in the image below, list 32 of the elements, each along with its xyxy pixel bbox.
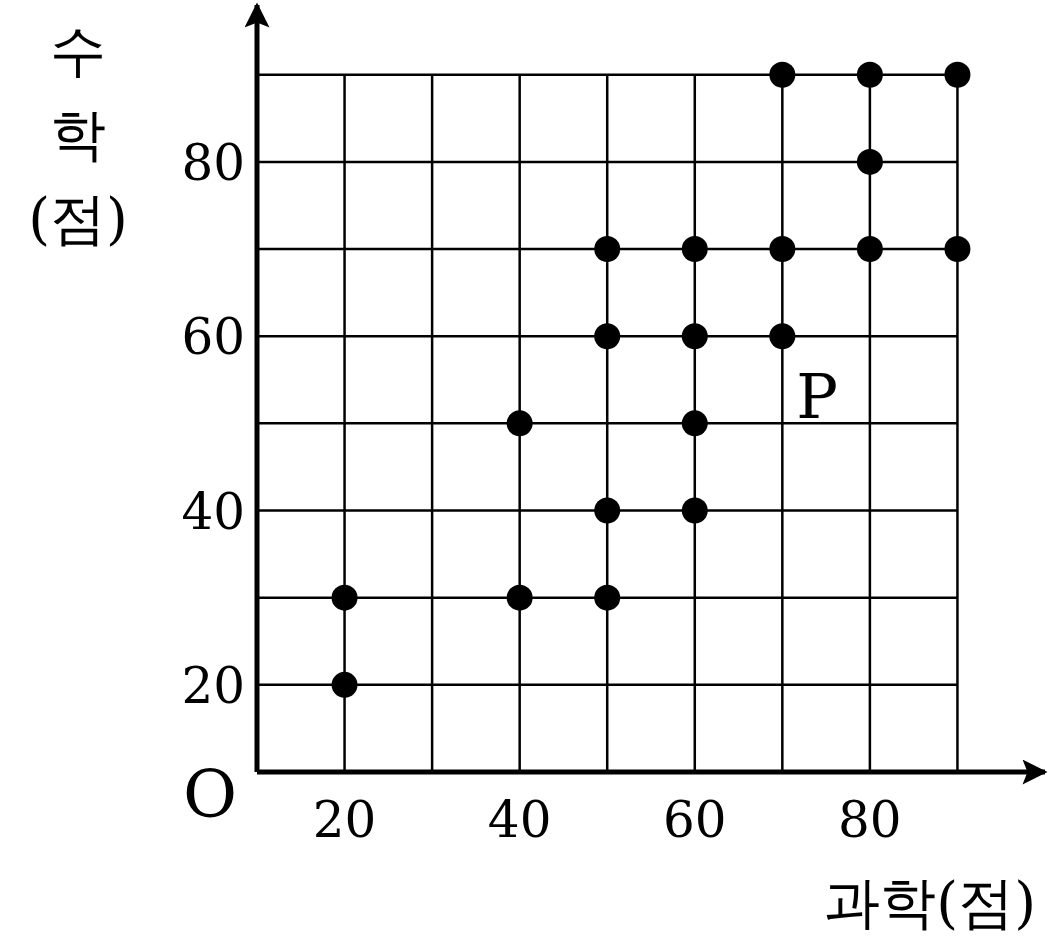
x-tick-label: 20 [312, 791, 377, 849]
point [594, 497, 621, 524]
point [331, 671, 358, 698]
point [944, 236, 971, 263]
annotation: P [796, 360, 839, 434]
point [944, 61, 971, 88]
point [681, 410, 708, 437]
text: O [182, 756, 237, 833]
point [594, 236, 621, 263]
point [856, 236, 883, 263]
y-tick-label: 80 [181, 133, 245, 192]
point [769, 61, 796, 88]
y-tick-label: 60 [181, 308, 245, 367]
point [856, 61, 883, 88]
y-axis-title: 수 학 (점) [28, 18, 128, 251]
point [506, 410, 533, 437]
y-tick-label: 20 [181, 656, 245, 715]
point [331, 584, 358, 611]
point [856, 148, 883, 175]
x-tick-label: 40 [487, 791, 552, 849]
point [681, 236, 708, 263]
x-tick-label: 60 [662, 791, 727, 849]
point [769, 323, 796, 350]
x-tick-label: 80 [838, 791, 902, 849]
point [506, 584, 533, 611]
point [769, 236, 796, 263]
y-tick-label: 40 [181, 482, 245, 541]
point [681, 323, 708, 350]
point [594, 584, 621, 611]
point [681, 497, 708, 524]
point [594, 323, 621, 350]
x-axis-title: 과학(점) [824, 870, 1036, 935]
